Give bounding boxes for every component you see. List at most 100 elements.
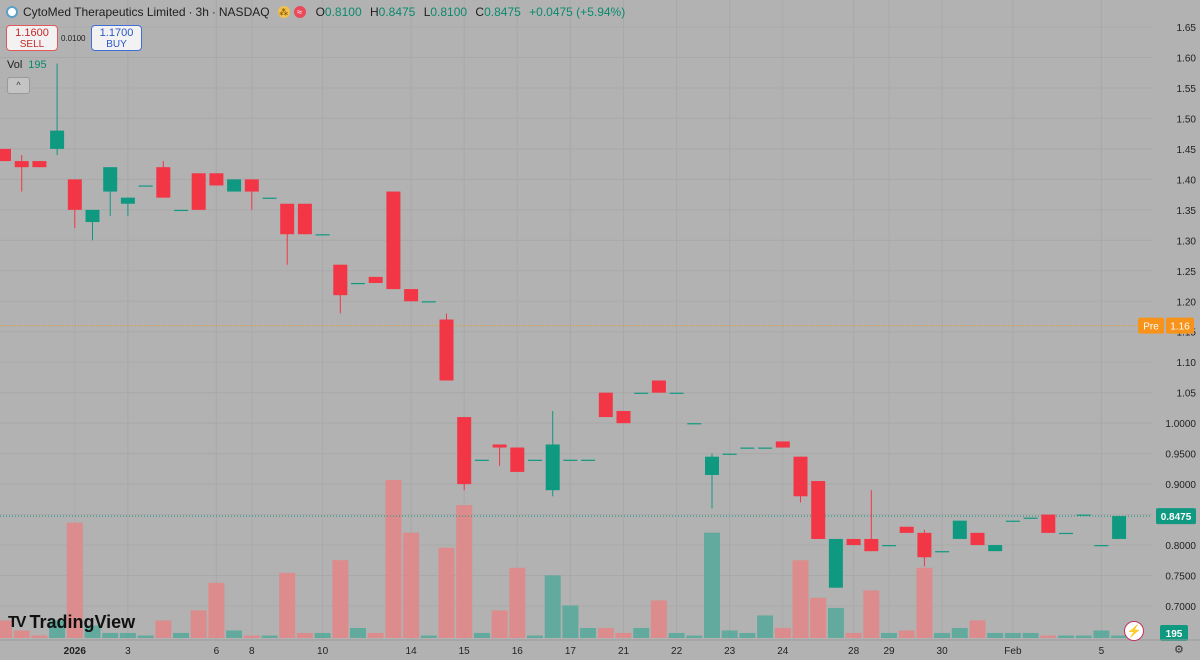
candle-body (297, 203, 312, 235)
tradingview-logo[interactable]: TV TradingView (8, 612, 135, 633)
buy-button[interactable]: 1.1700 BUY (91, 25, 142, 51)
candle-body (85, 209, 100, 223)
data-flag-icon[interactable]: ≈ (293, 6, 306, 18)
candle-body (333, 264, 348, 296)
candle-body (120, 197, 135, 204)
candle-body (634, 392, 649, 394)
candle-body (952, 520, 967, 539)
volume-bar (1004, 632, 1021, 638)
volume-bar (562, 605, 579, 638)
high-value: 0.8475 (378, 5, 416, 19)
sell-label: SELL (19, 39, 45, 50)
price-tick-label: 1.25 (1177, 267, 1197, 278)
candle-body (687, 423, 702, 425)
volume-bar (0, 620, 12, 638)
price-tick-label: 1.45 (1177, 145, 1197, 156)
volume-bar (279, 572, 296, 638)
price-tick-label: 0.7000 (1165, 602, 1196, 613)
volume-bar (367, 632, 384, 638)
volume-bar (615, 632, 632, 638)
volume-bar (173, 632, 189, 638)
price-tick-label: 1.65 (1177, 23, 1197, 34)
price-tick-label: 1.05 (1177, 389, 1197, 400)
candle-body (67, 179, 82, 210)
low-label: L (423, 5, 431, 19)
collapse-legend-icon[interactable]: ^ (7, 77, 30, 94)
candle-body (545, 444, 560, 491)
candle-body (1023, 517, 1038, 519)
time-tick-label: 5 (1099, 646, 1105, 657)
price-tick-label: 0.9500 (1165, 450, 1196, 461)
volume-legend[interactable]: Vol 195 (7, 59, 47, 71)
candle-body (457, 417, 472, 485)
volume-bar (1058, 635, 1074, 638)
volume-bar (438, 547, 455, 638)
candle-body (1076, 514, 1091, 516)
time-tick-label: 23 (724, 646, 736, 657)
volume-bar (1022, 632, 1039, 638)
candle-body (758, 447, 773, 449)
candle-body (227, 179, 242, 192)
volume-bar (951, 627, 968, 638)
candle-body (882, 545, 896, 547)
volume-bar (119, 632, 136, 638)
candle-body (528, 459, 542, 461)
candle-body (421, 301, 436, 303)
candle-body (386, 191, 401, 290)
price-tick-label: 1.60 (1177, 53, 1197, 64)
open-value: 0.8100 (324, 5, 362, 19)
candle-body (404, 289, 419, 302)
volume-bar (721, 630, 738, 638)
market-status-icon[interactable]: ⁂ (277, 6, 290, 18)
volume-bar (84, 625, 101, 638)
close-label: C (475, 5, 485, 19)
candle-body (209, 173, 224, 186)
volume-bar (881, 632, 897, 638)
candle-body (1112, 516, 1127, 539)
candle-body (280, 203, 295, 235)
time-tick-label: 28 (848, 646, 860, 657)
volume-bar (934, 632, 951, 638)
time-tick-label: 6 (214, 646, 220, 657)
volume-bar (332, 560, 349, 638)
tradingview-mark-icon: TV (8, 613, 27, 631)
high-label: H (369, 5, 379, 19)
last-price-badge (1156, 508, 1196, 525)
sell-button[interactable]: 1.1600 SELL (6, 25, 58, 51)
price-tick-label: 1.20 (1177, 297, 1197, 308)
last-price-label: 0.8475 (1161, 512, 1192, 523)
candle-body (598, 392, 613, 418)
volume-bar (827, 607, 844, 638)
volume-bar (1093, 630, 1110, 638)
symbol-logo-icon (6, 6, 18, 18)
lightning-icon[interactable]: ⚡ (1124, 621, 1144, 641)
volume-label: Vol (7, 59, 23, 71)
interval-label[interactable]: 3h (195, 5, 209, 19)
candle-body (846, 538, 861, 546)
candle-body (935, 551, 950, 553)
candle-body (1059, 532, 1073, 535)
volume-bar (137, 635, 154, 638)
time-tick-label: 24 (777, 646, 789, 657)
candle-body (474, 459, 489, 461)
volume-bar (810, 597, 827, 638)
symbol-name[interactable]: CytoMed Therapeutics Limited (23, 5, 186, 19)
volume-bar (668, 632, 685, 638)
volume-value: 195 (28, 59, 47, 71)
candle-body (722, 453, 737, 455)
candle-body (705, 456, 719, 475)
price-tick-label: 1.30 (1177, 236, 1197, 247)
price-tick-label: 0.9000 (1165, 480, 1196, 491)
change-value: +0.0475 (+5.94%) (529, 5, 626, 19)
settings-gear-icon[interactable]: ⚙ (1174, 644, 1184, 656)
volume-bar (13, 630, 30, 638)
candle-body (14, 161, 29, 168)
candle-body (1094, 545, 1109, 547)
candle-body (50, 130, 65, 149)
candle-body (669, 392, 684, 394)
volume-bar (987, 632, 1004, 638)
candle-body (811, 481, 826, 539)
candle-body (581, 459, 596, 461)
